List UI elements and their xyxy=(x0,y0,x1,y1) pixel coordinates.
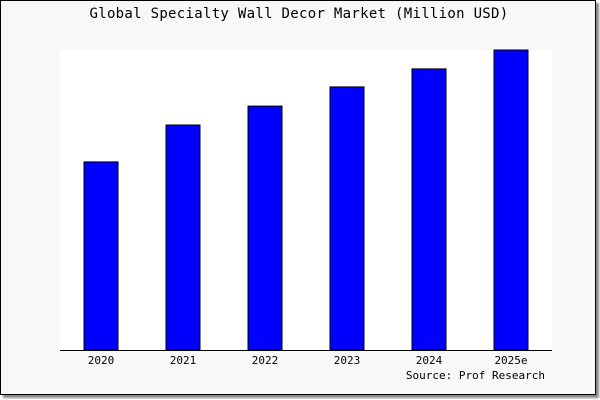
x-tick-label: 2023 xyxy=(334,354,361,367)
bar-2024 xyxy=(411,68,447,351)
source-note: Source: Prof Research xyxy=(405,369,545,382)
x-tick-label: 2022 xyxy=(252,354,279,367)
x-tick-label: 2025e xyxy=(494,354,527,367)
bar-2021 xyxy=(165,124,201,351)
bar-2020 xyxy=(83,161,119,351)
bar-2025e xyxy=(493,49,529,351)
plot-area xyxy=(60,50,552,350)
x-tick-label: 2020 xyxy=(88,354,115,367)
chart-title: Global Specialty Wall Decor Market (Mill… xyxy=(89,6,509,22)
bar-2022 xyxy=(247,105,283,351)
x-tick-label: 2021 xyxy=(170,354,197,367)
bar-2023 xyxy=(329,86,365,351)
x-tick-label: 2024 xyxy=(416,354,443,367)
